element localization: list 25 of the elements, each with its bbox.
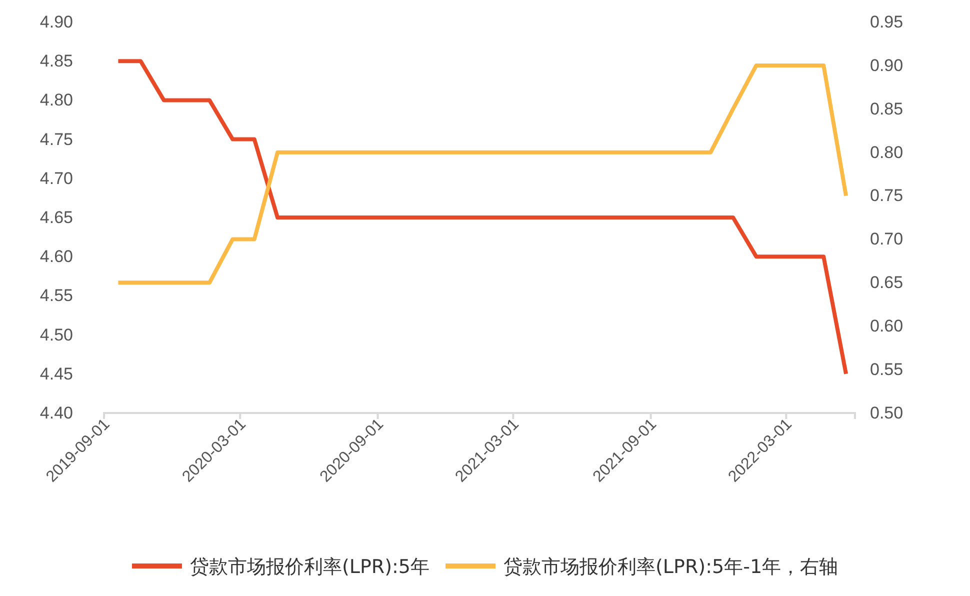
y2-tick-label: 0.70: [870, 230, 904, 249]
y2-tick-label: 0.95: [870, 12, 904, 32]
line-series: [116, 63, 848, 285]
y-tick-label: 4.90: [40, 12, 73, 32]
y2-tick-label: 0.75: [870, 186, 904, 206]
y-tick-label: 4.85: [40, 52, 73, 71]
line-series: [116, 59, 848, 376]
y-tick-label: 4.70: [40, 168, 73, 188]
y-tick-label: 4.65: [40, 208, 73, 227]
y-tick-label: 4.55: [40, 286, 73, 306]
legend-label: 贷款市场报价利率(LPR):5年-1年，右轴: [504, 556, 838, 578]
y2-tick-label: 0.90: [870, 56, 904, 75]
legend-label: 贷款市场报价利率(LPR):5年: [190, 556, 430, 578]
y-tick-label: 4.45: [40, 364, 73, 384]
y-tick-label: 4.60: [40, 247, 73, 266]
y-tick-label: 4.75: [40, 130, 73, 149]
y2-tick-label: 0.55: [870, 360, 904, 379]
y-tick-label: 4.80: [40, 90, 73, 110]
y2-tick-label: 0.65: [870, 273, 904, 292]
y-tick-label: 4.40: [40, 403, 73, 422]
y2-tick-label: 0.80: [870, 142, 904, 162]
y2-tick-label: 0.50: [870, 403, 904, 422]
y-tick-label: 4.50: [40, 325, 73, 344]
y2-tick-label: 0.60: [870, 316, 904, 336]
y2-tick-label: 0.85: [870, 99, 904, 118]
